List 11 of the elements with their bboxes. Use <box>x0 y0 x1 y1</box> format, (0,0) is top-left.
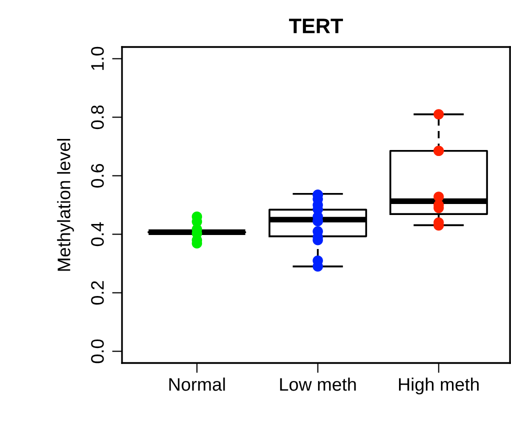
y-axis-title: Methylation level <box>57 138 74 271</box>
y-tick-label: 0.6 <box>91 164 104 188</box>
y-tick-label: 0.0 <box>91 339 104 364</box>
y-tick-label: 0.2 <box>91 281 104 305</box>
x-tick-label: High meth <box>399 378 479 394</box>
y-tick-label: 0.8 <box>91 105 104 130</box>
y-tick-label: 1.0 <box>91 46 104 70</box>
x-tick-label: Normal <box>169 378 225 391</box>
y-tick-label: 0.4 <box>91 222 104 246</box>
x-tick-label: Low meth <box>280 378 356 391</box>
chart-title: TERT <box>289 18 343 34</box>
